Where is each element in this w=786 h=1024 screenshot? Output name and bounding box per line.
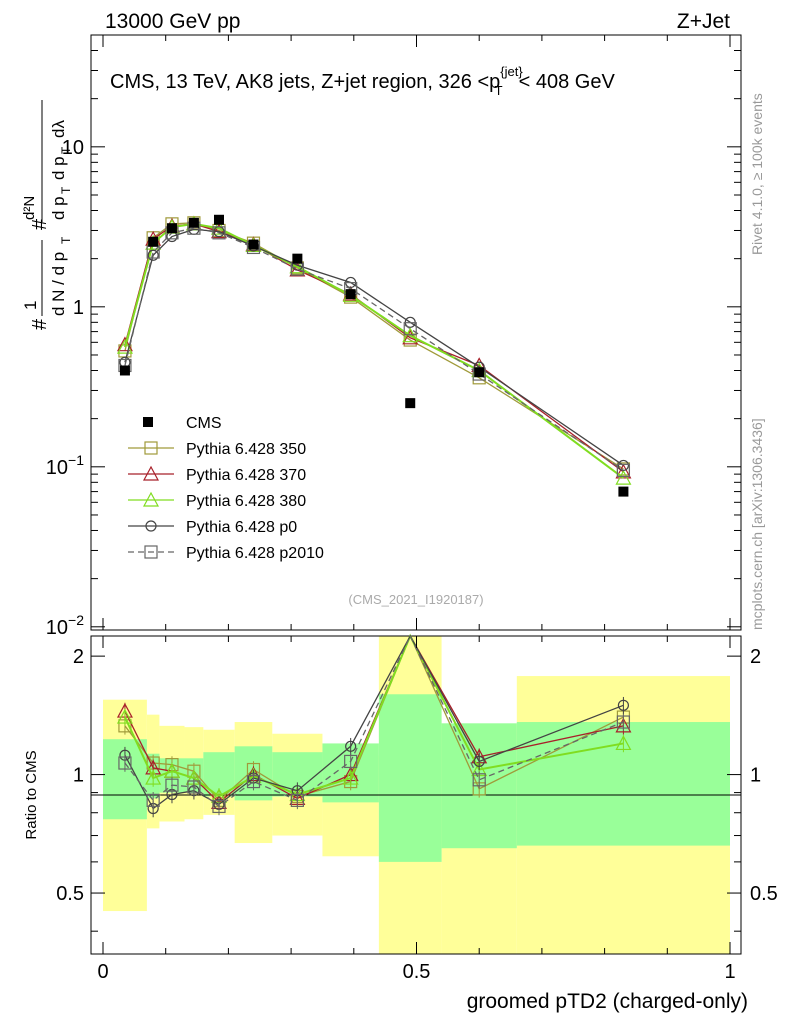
data-point [292, 253, 303, 264]
ratio-point [345, 740, 357, 752]
series-line [124, 222, 624, 470]
ratio-point [616, 715, 631, 729]
legend-marker [143, 417, 153, 427]
legend-label: Pythia 6.428 350 [186, 441, 306, 458]
legend-marker [144, 545, 158, 559]
y-tick-label: 10−2 [46, 612, 84, 639]
data-point [618, 486, 629, 497]
legend-marker [142, 465, 160, 481]
legend-marker [142, 491, 160, 507]
rivet-label: Rivet 4.1.0, ≥ 100k events [749, 93, 765, 255]
series-point [616, 463, 631, 477]
ratio-point [344, 754, 358, 769]
ratio-point [118, 756, 132, 770]
legend-label: Pythia 6.428 p0 [186, 519, 297, 536]
ratio-point [290, 793, 304, 807]
green-band [378, 694, 442, 862]
ratio-y-tick-label: 2 [750, 646, 761, 668]
legend-label: Pythia 6.428 p2010 [186, 545, 324, 562]
svg-text:#: # [29, 318, 51, 330]
legend-marker [144, 441, 158, 455]
ratio-point [342, 769, 359, 785]
ratio-y-tick-label: 0.5 [750, 883, 778, 905]
svg-text:d N / d p: d N / d p [49, 252, 68, 316]
top-series [116, 214, 632, 497]
svg-text:d p: d p [49, 196, 68, 220]
legend-marker [145, 520, 157, 532]
svg-text:#: # [29, 218, 51, 230]
ratio-point [615, 717, 632, 733]
header-left: 13000 GeV pp [105, 10, 240, 33]
series-line [124, 223, 624, 473]
svg-text:T: T [59, 236, 73, 244]
ratio-point [473, 755, 485, 768]
x-axis-label: groomed pTD2 (charged-only) [467, 990, 748, 1013]
ratio-point [145, 769, 162, 785]
data-point [188, 217, 199, 228]
series-point [403, 322, 417, 336]
ratio-point [146, 793, 160, 807]
x-tick-label: 0 [97, 961, 108, 983]
svg-text:1: 1 [21, 301, 40, 310]
series-point [147, 249, 159, 261]
ratio-y-tick-label: 0.5 [56, 883, 84, 905]
top-y-axis: 10−2 10−1 1 10 [46, 34, 741, 639]
legend-label: Pythia 6.428 370 [186, 467, 306, 484]
ratio-point [212, 799, 226, 814]
ratio-point [165, 778, 179, 792]
data-point [166, 223, 177, 234]
x-tick-label: 0.5 [403, 961, 431, 983]
svg-text:T: T [59, 186, 73, 194]
ratio-point [617, 699, 630, 711]
ratio-point [116, 708, 133, 724]
svg-text:T: T [59, 146, 73, 154]
ratio-panel [103, 636, 730, 954]
y-tick-label: 1 [73, 297, 84, 319]
series-line [124, 227, 624, 471]
mcplots-label: mcplots.cern.ch [arXiv:1306.3436] [749, 418, 765, 630]
ratio-point [246, 774, 261, 789]
series-point [617, 459, 630, 472]
y-tick-label: 10−1 [46, 452, 84, 479]
ratio-series [116, 633, 632, 818]
ratio-point [187, 780, 201, 794]
data-point [213, 214, 224, 225]
analysis-tag: (CMS_2021_I1920187) [348, 592, 483, 607]
svg-text:dλ: dλ [49, 120, 68, 138]
ratio-y-axis: 0.5 0.5 1 1 2 2 [56, 646, 778, 932]
series-line [123, 222, 625, 479]
ratio-y-tick-label: 1 [73, 765, 84, 787]
svg-text:d²N: d²N [21, 196, 38, 220]
x-axis: 0 0.5 1 [97, 35, 736, 983]
chart-title: CMS, 13 TeV, AK8 jets, Z+jet region, 326… [110, 64, 615, 98]
data-point [119, 365, 130, 376]
legend: CMS Pythia 6.428 350 Pythia 6.428 370 Pythi… [128, 415, 324, 562]
series-point [615, 469, 632, 485]
data-point [345, 289, 356, 300]
series-point [116, 336, 133, 352]
ratio-y-tick-label: 2 [73, 646, 84, 668]
series-point [212, 226, 226, 240]
y-tick-label: 10 [62, 137, 84, 159]
data-point [474, 367, 485, 378]
data-point [405, 398, 416, 409]
svg-text:d p: d p [49, 156, 68, 180]
x-tick-label: 1 [724, 961, 735, 983]
data-point [148, 236, 159, 247]
ratio-point [615, 735, 632, 751]
legend-label: CMS [186, 415, 222, 432]
legend-label: Pythia 6.428 380 [186, 493, 306, 510]
ratio-y-tick-label: 1 [750, 765, 761, 787]
data-point [248, 239, 259, 250]
ratio-point [472, 773, 486, 787]
ratio-y-label: Ratio to CMS [23, 750, 40, 839]
top-y-label: # 1 d N / d p T # d²N d p T d p T dλ [21, 100, 73, 330]
header-right: Z+Jet [677, 10, 730, 33]
